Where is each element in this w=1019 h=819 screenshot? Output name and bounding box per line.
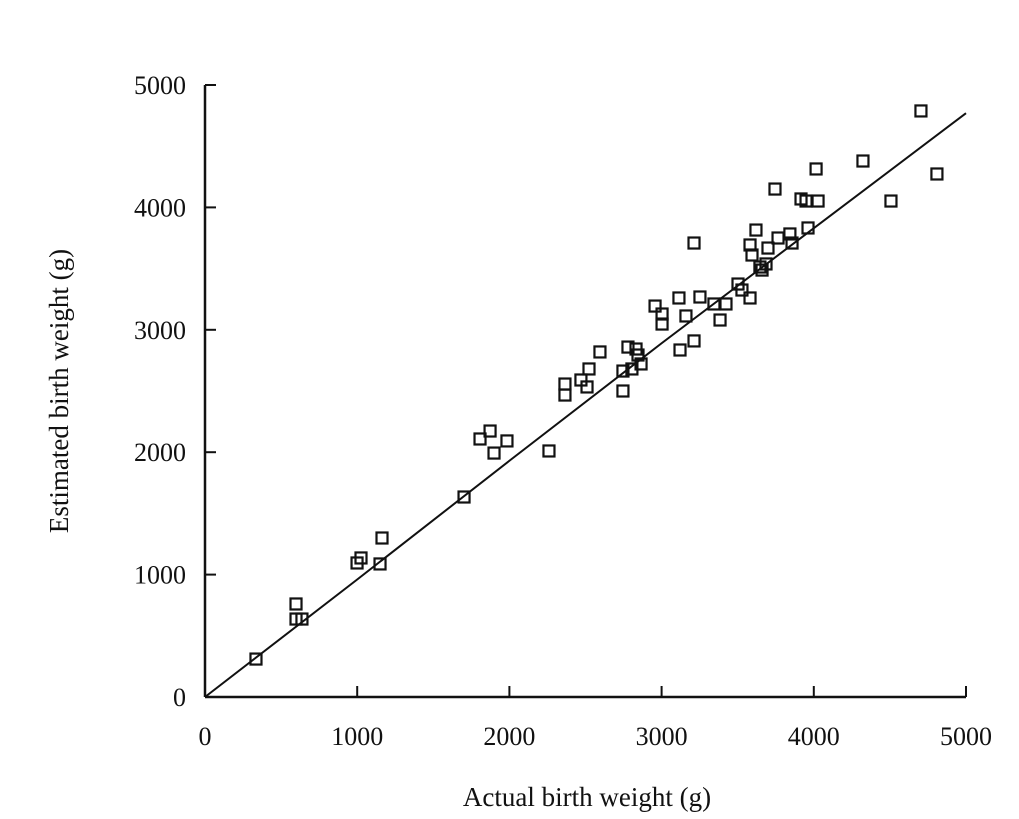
data-point bbox=[856, 154, 870, 168]
x-tick-label: 1000 bbox=[331, 722, 383, 751]
data-point bbox=[884, 194, 898, 208]
data-point bbox=[768, 182, 782, 196]
x-axis-label: Actual birth weight (g) bbox=[463, 782, 711, 812]
y-tick-label: 5000 bbox=[134, 71, 186, 100]
data-point bbox=[693, 290, 707, 304]
data-point bbox=[580, 380, 594, 394]
data-point bbox=[811, 194, 825, 208]
data-point bbox=[785, 236, 799, 250]
data-point bbox=[487, 446, 501, 460]
data-point bbox=[745, 248, 759, 262]
y-tick-label: 0 bbox=[173, 683, 186, 712]
data-point bbox=[783, 227, 797, 241]
regression-line bbox=[204, 112, 967, 698]
data-point bbox=[801, 221, 815, 235]
data-point bbox=[679, 309, 693, 323]
data-point bbox=[373, 557, 387, 571]
data-point bbox=[809, 162, 823, 176]
data-point bbox=[457, 490, 471, 504]
data-point bbox=[558, 377, 572, 391]
data-point bbox=[914, 104, 928, 118]
data-point bbox=[655, 317, 669, 331]
data-point bbox=[249, 652, 263, 666]
data-point bbox=[672, 291, 686, 305]
x-tick-label: 0 bbox=[199, 722, 212, 751]
data-point bbox=[743, 291, 757, 305]
data-point bbox=[930, 167, 944, 181]
data-point bbox=[687, 236, 701, 250]
data-point bbox=[500, 434, 514, 448]
x-tick-label: 3000 bbox=[636, 722, 688, 751]
y-tick-label: 2000 bbox=[134, 438, 186, 467]
data-point bbox=[582, 362, 596, 376]
data-point bbox=[749, 223, 763, 237]
data-point bbox=[631, 348, 645, 362]
data-point bbox=[558, 388, 572, 402]
x-tick-label: 2000 bbox=[483, 722, 535, 751]
data-point bbox=[593, 345, 607, 359]
data-point bbox=[483, 424, 497, 438]
axes bbox=[203, 85, 966, 699]
data-point bbox=[687, 334, 701, 348]
data-point bbox=[616, 384, 630, 398]
data-point bbox=[719, 297, 733, 311]
x-tick-label: 5000 bbox=[940, 722, 992, 751]
data-point bbox=[473, 432, 487, 446]
y-tick-label: 1000 bbox=[134, 561, 186, 590]
data-point bbox=[621, 340, 635, 354]
x-tick-label: 4000 bbox=[788, 722, 840, 751]
data-point bbox=[735, 283, 749, 297]
data-point bbox=[354, 551, 368, 565]
data-point bbox=[761, 241, 775, 255]
data-point bbox=[648, 299, 662, 313]
y-axis-label: Estimated birth weight (g) bbox=[44, 249, 74, 533]
data-point bbox=[375, 531, 389, 545]
data-point bbox=[295, 612, 309, 626]
data-point bbox=[634, 357, 648, 371]
data-point bbox=[673, 343, 687, 357]
data-point bbox=[289, 597, 303, 611]
y-tick-label: 4000 bbox=[134, 193, 186, 222]
data-point bbox=[542, 444, 556, 458]
data-point bbox=[759, 257, 773, 271]
data-point bbox=[616, 364, 630, 378]
data-point bbox=[713, 313, 727, 327]
y-tick-label: 3000 bbox=[134, 316, 186, 345]
